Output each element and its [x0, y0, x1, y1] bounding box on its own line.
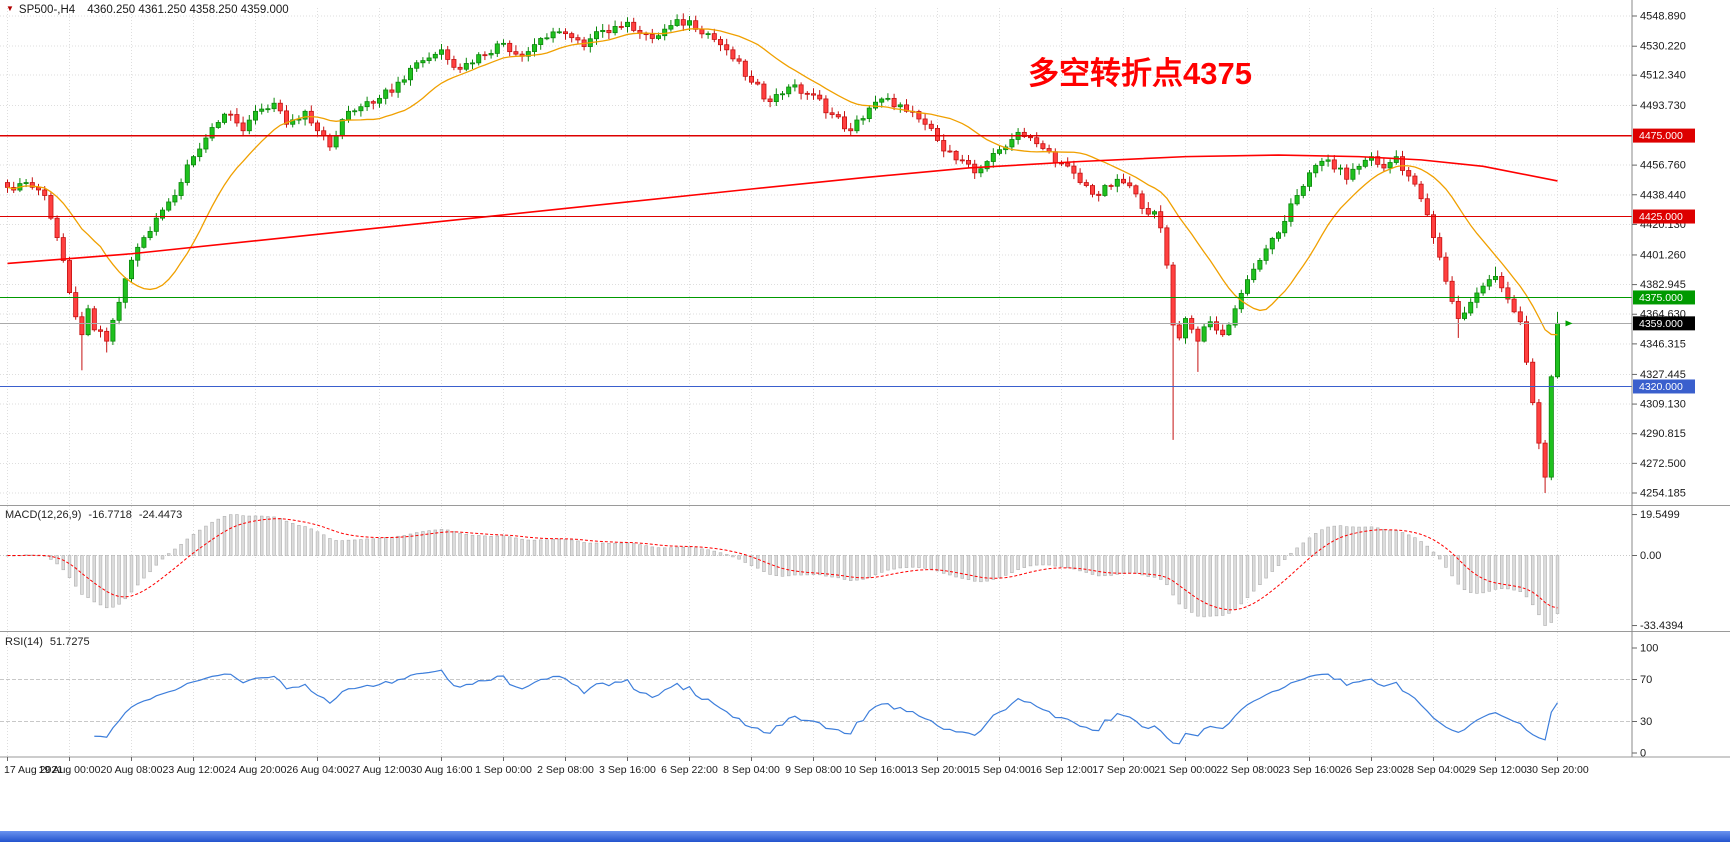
- svg-text:70: 70: [1640, 674, 1652, 686]
- svg-text:3 Sep 16:00: 3 Sep 16:00: [599, 764, 656, 776]
- svg-text:4401.260: 4401.260: [1640, 249, 1686, 261]
- svg-text:8 Sep 04:00: 8 Sep 04:00: [723, 764, 780, 776]
- svg-text:0: 0: [1640, 748, 1646, 760]
- svg-text:22 Sep 08:00: 22 Sep 08:00: [1216, 764, 1279, 776]
- moving-averages-layer: [7, 28, 1558, 336]
- svg-text:29 Sep 12:00: 29 Sep 12:00: [1464, 764, 1527, 776]
- svg-text:4438.440: 4438.440: [1640, 189, 1686, 201]
- svg-text:4309.130: 4309.130: [1640, 399, 1686, 411]
- price-level-lines: [0, 134, 1632, 388]
- svg-text:23 Sep 16:00: 23 Sep 16:00: [1278, 764, 1341, 776]
- svg-text:30 Sep 20:00: 30 Sep 20:00: [1526, 764, 1589, 776]
- svg-text:30 Aug 16:00: 30 Aug 16:00: [411, 764, 473, 776]
- svg-text:15 Sep 04:00: 15 Sep 04:00: [968, 764, 1031, 776]
- svg-text:-33.4394: -33.4394: [1640, 620, 1683, 632]
- svg-text:19.5499: 19.5499: [1640, 509, 1680, 521]
- svg-text:4456.760: 4456.760: [1640, 160, 1686, 172]
- svg-text:2 Sep 08:00: 2 Sep 08:00: [537, 764, 594, 776]
- svg-text:20 Aug 08:00: 20 Aug 08:00: [101, 764, 163, 776]
- svg-text:10 Sep 16:00: 10 Sep 16:00: [844, 764, 907, 776]
- chart-header: ▼ SP500-,H4 4360.250 4361.250 4358.250 435…: [6, 4, 289, 16]
- svg-text:4320.000: 4320.000: [1639, 381, 1683, 393]
- rsi-indicator-label: RSI(14) 51.7275: [5, 636, 97, 648]
- symbol-marker-icon: ▼: [6, 4, 14, 13]
- symbol-timeframe-label: SP500-,H4: [18, 4, 76, 16]
- svg-text:13 Sep 20:00: 13 Sep 20:00: [906, 764, 969, 776]
- current-price-marker: [1565, 320, 1573, 327]
- macd-layer: [5, 514, 1560, 626]
- svg-text:26 Sep 23:00: 26 Sep 23:00: [1340, 764, 1403, 776]
- svg-text:9 Sep 08:00: 9 Sep 08:00: [785, 764, 842, 776]
- macd-title: MACD(12,26,9): [5, 509, 82, 521]
- svg-text:23 Aug 12:00: 23 Aug 12:00: [163, 764, 225, 776]
- svg-text:17 Sep 20:00: 17 Sep 20:00: [1092, 764, 1155, 776]
- ma-slow-line: [7, 154, 1558, 265]
- price-axis[interactable]: 4548.890 4530.220 4512.340 4493.730 4456.760…: [0, 0, 1730, 760]
- svg-text:6 Sep 22:00: 6 Sep 22:00: [661, 764, 718, 776]
- ohlc-quote-label: 4360.250 4361.250 4358.250 4359.000: [87, 4, 289, 16]
- rsi-title: RSI(14): [5, 636, 43, 648]
- macd-main-value: -16.7718: [88, 509, 132, 521]
- svg-text:17 Aug 2021: 17 Aug 2021: [4, 764, 63, 776]
- svg-text:26 Aug 04:00: 26 Aug 04:00: [287, 764, 349, 776]
- svg-text:4359.000: 4359.000: [1639, 318, 1683, 330]
- svg-text:4530.220: 4530.220: [1640, 41, 1686, 53]
- svg-text:16 Sep 12:00: 16 Sep 12:00: [1030, 764, 1093, 776]
- rsi-value: 51.7275: [49, 636, 90, 648]
- svg-text:4548.890: 4548.890: [1640, 11, 1686, 23]
- svg-text:21 Sep 00:00: 21 Sep 00:00: [1154, 764, 1217, 776]
- svg-text:24 Aug 20:00: 24 Aug 20:00: [225, 764, 287, 776]
- svg-text:27 Aug 12:00: 27 Aug 12:00: [349, 764, 411, 776]
- macd-signal-value: -24.4473: [138, 509, 183, 521]
- svg-text:1 Sep 00:00: 1 Sep 00:00: [475, 764, 532, 776]
- svg-text:4346.315: 4346.315: [1640, 338, 1686, 350]
- svg-text:4254.185: 4254.185: [1640, 488, 1686, 500]
- svg-text:4425.000: 4425.000: [1639, 211, 1683, 223]
- svg-text:4512.340: 4512.340: [1640, 70, 1686, 82]
- macd-signal-line: [7, 518, 1558, 611]
- svg-text:4327.445: 4327.445: [1640, 369, 1686, 381]
- svg-text:100: 100: [1640, 643, 1658, 655]
- svg-text:4375.000: 4375.000: [1639, 292, 1683, 304]
- svg-text:30: 30: [1640, 716, 1652, 728]
- svg-text:4382.945: 4382.945: [1640, 279, 1686, 291]
- svg-text:0.00: 0.00: [1640, 550, 1661, 562]
- svg-text:28 Sep 04:00: 28 Sep 04:00: [1402, 764, 1465, 776]
- ma-fast-line: [7, 28, 1558, 336]
- candles-layer: [5, 13, 1561, 493]
- svg-text:4475.000: 4475.000: [1639, 130, 1683, 142]
- grid-layer: [0, 8, 1632, 757]
- svg-text:4493.730: 4493.730: [1640, 100, 1686, 112]
- svg-text:4272.500: 4272.500: [1640, 458, 1686, 470]
- taskbar-strip: [0, 831, 1730, 842]
- macd-indicator-label: MACD(12,26,9) -16.7718 -24.4473: [5, 509, 189, 521]
- rsi-layer: [94, 669, 1559, 745]
- svg-text:19 Aug 00:00: 19 Aug 00:00: [39, 764, 101, 776]
- svg-text:4290.815: 4290.815: [1640, 428, 1686, 440]
- chart-annotation-text: 多空转折点4375: [1028, 56, 1252, 91]
- rsi-line: [94, 669, 1559, 745]
